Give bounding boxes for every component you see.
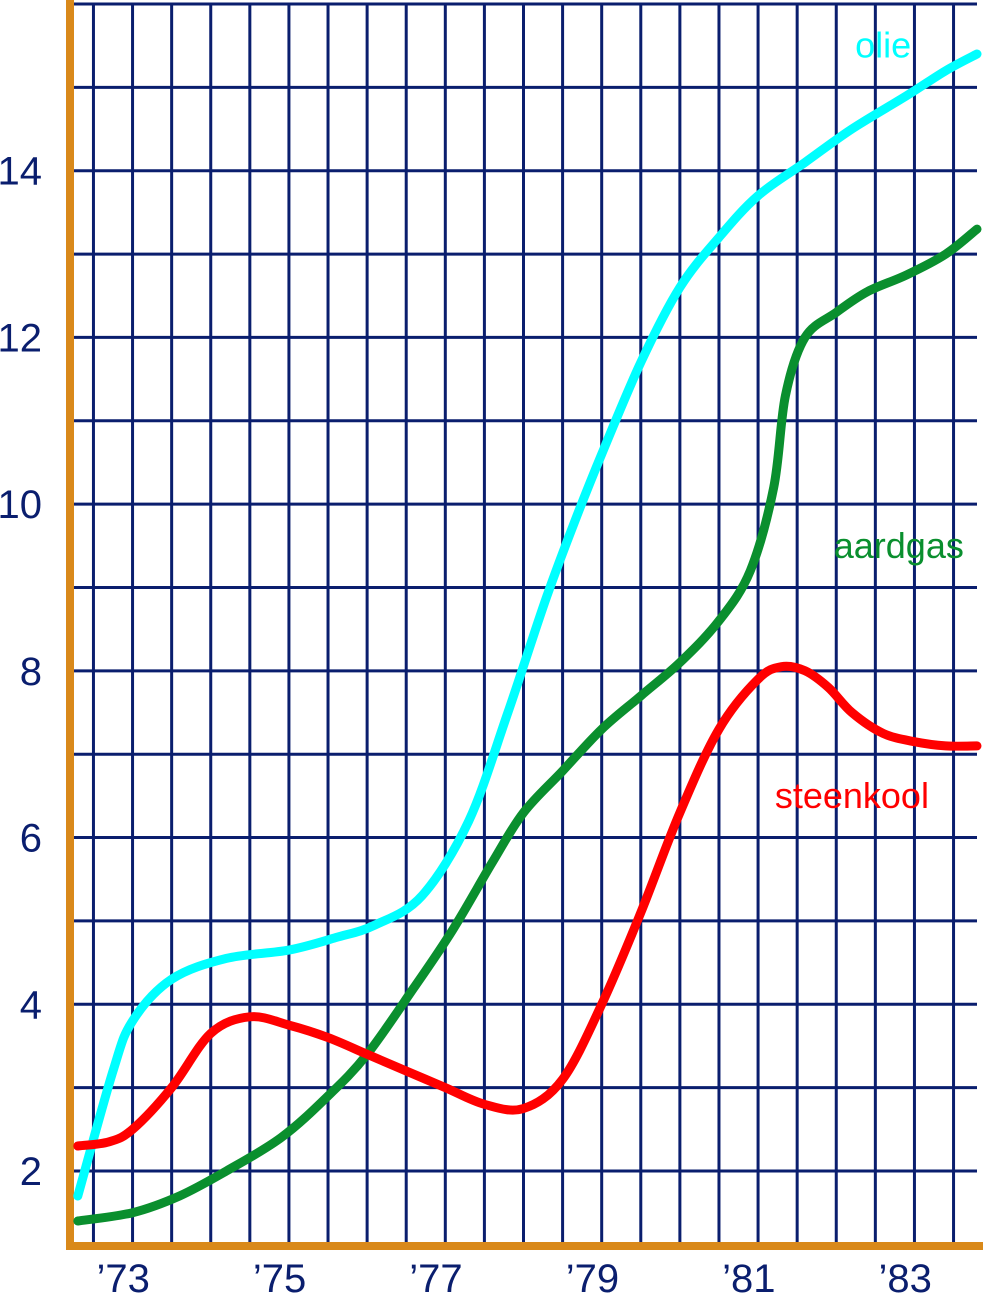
x-tick-label: ’77 <box>409 1257 462 1301</box>
series-line-steenkool <box>73 661 982 1151</box>
x-tick-label: ’79 <box>566 1257 619 1301</box>
series-lines <box>73 49 982 1226</box>
axes <box>66 0 983 1250</box>
y-tick-label: 8 <box>20 650 42 694</box>
series-label-steenkool: steenkool <box>775 775 929 816</box>
y-tick-label: 14 <box>0 150 42 194</box>
y-tick-label: 4 <box>20 983 42 1027</box>
series-label-olie: olie <box>855 25 911 66</box>
y-tick-label: 10 <box>0 483 42 527</box>
y-tick-label: 2 <box>20 1150 42 1194</box>
x-tick-label: ’81 <box>722 1257 775 1301</box>
series-annotations: olie aardgas steenkool <box>775 25 964 816</box>
series-line-olie <box>73 49 982 1201</box>
y-tick-label: 6 <box>20 817 42 861</box>
series-line-aardgas <box>73 224 982 1226</box>
tick-labels: 2 4 6 8 10 12 14 ’73 ’75 ’77 ’79 ’81 ’83 <box>0 150 932 1301</box>
y-tick-label: 12 <box>0 316 42 360</box>
x-tick-label: ’83 <box>878 1257 931 1301</box>
grid <box>70 2 977 1246</box>
x-tick-label: ’75 <box>253 1257 306 1301</box>
x-tick-label: ’73 <box>97 1257 150 1301</box>
series-label-aardgas: aardgas <box>834 525 964 566</box>
